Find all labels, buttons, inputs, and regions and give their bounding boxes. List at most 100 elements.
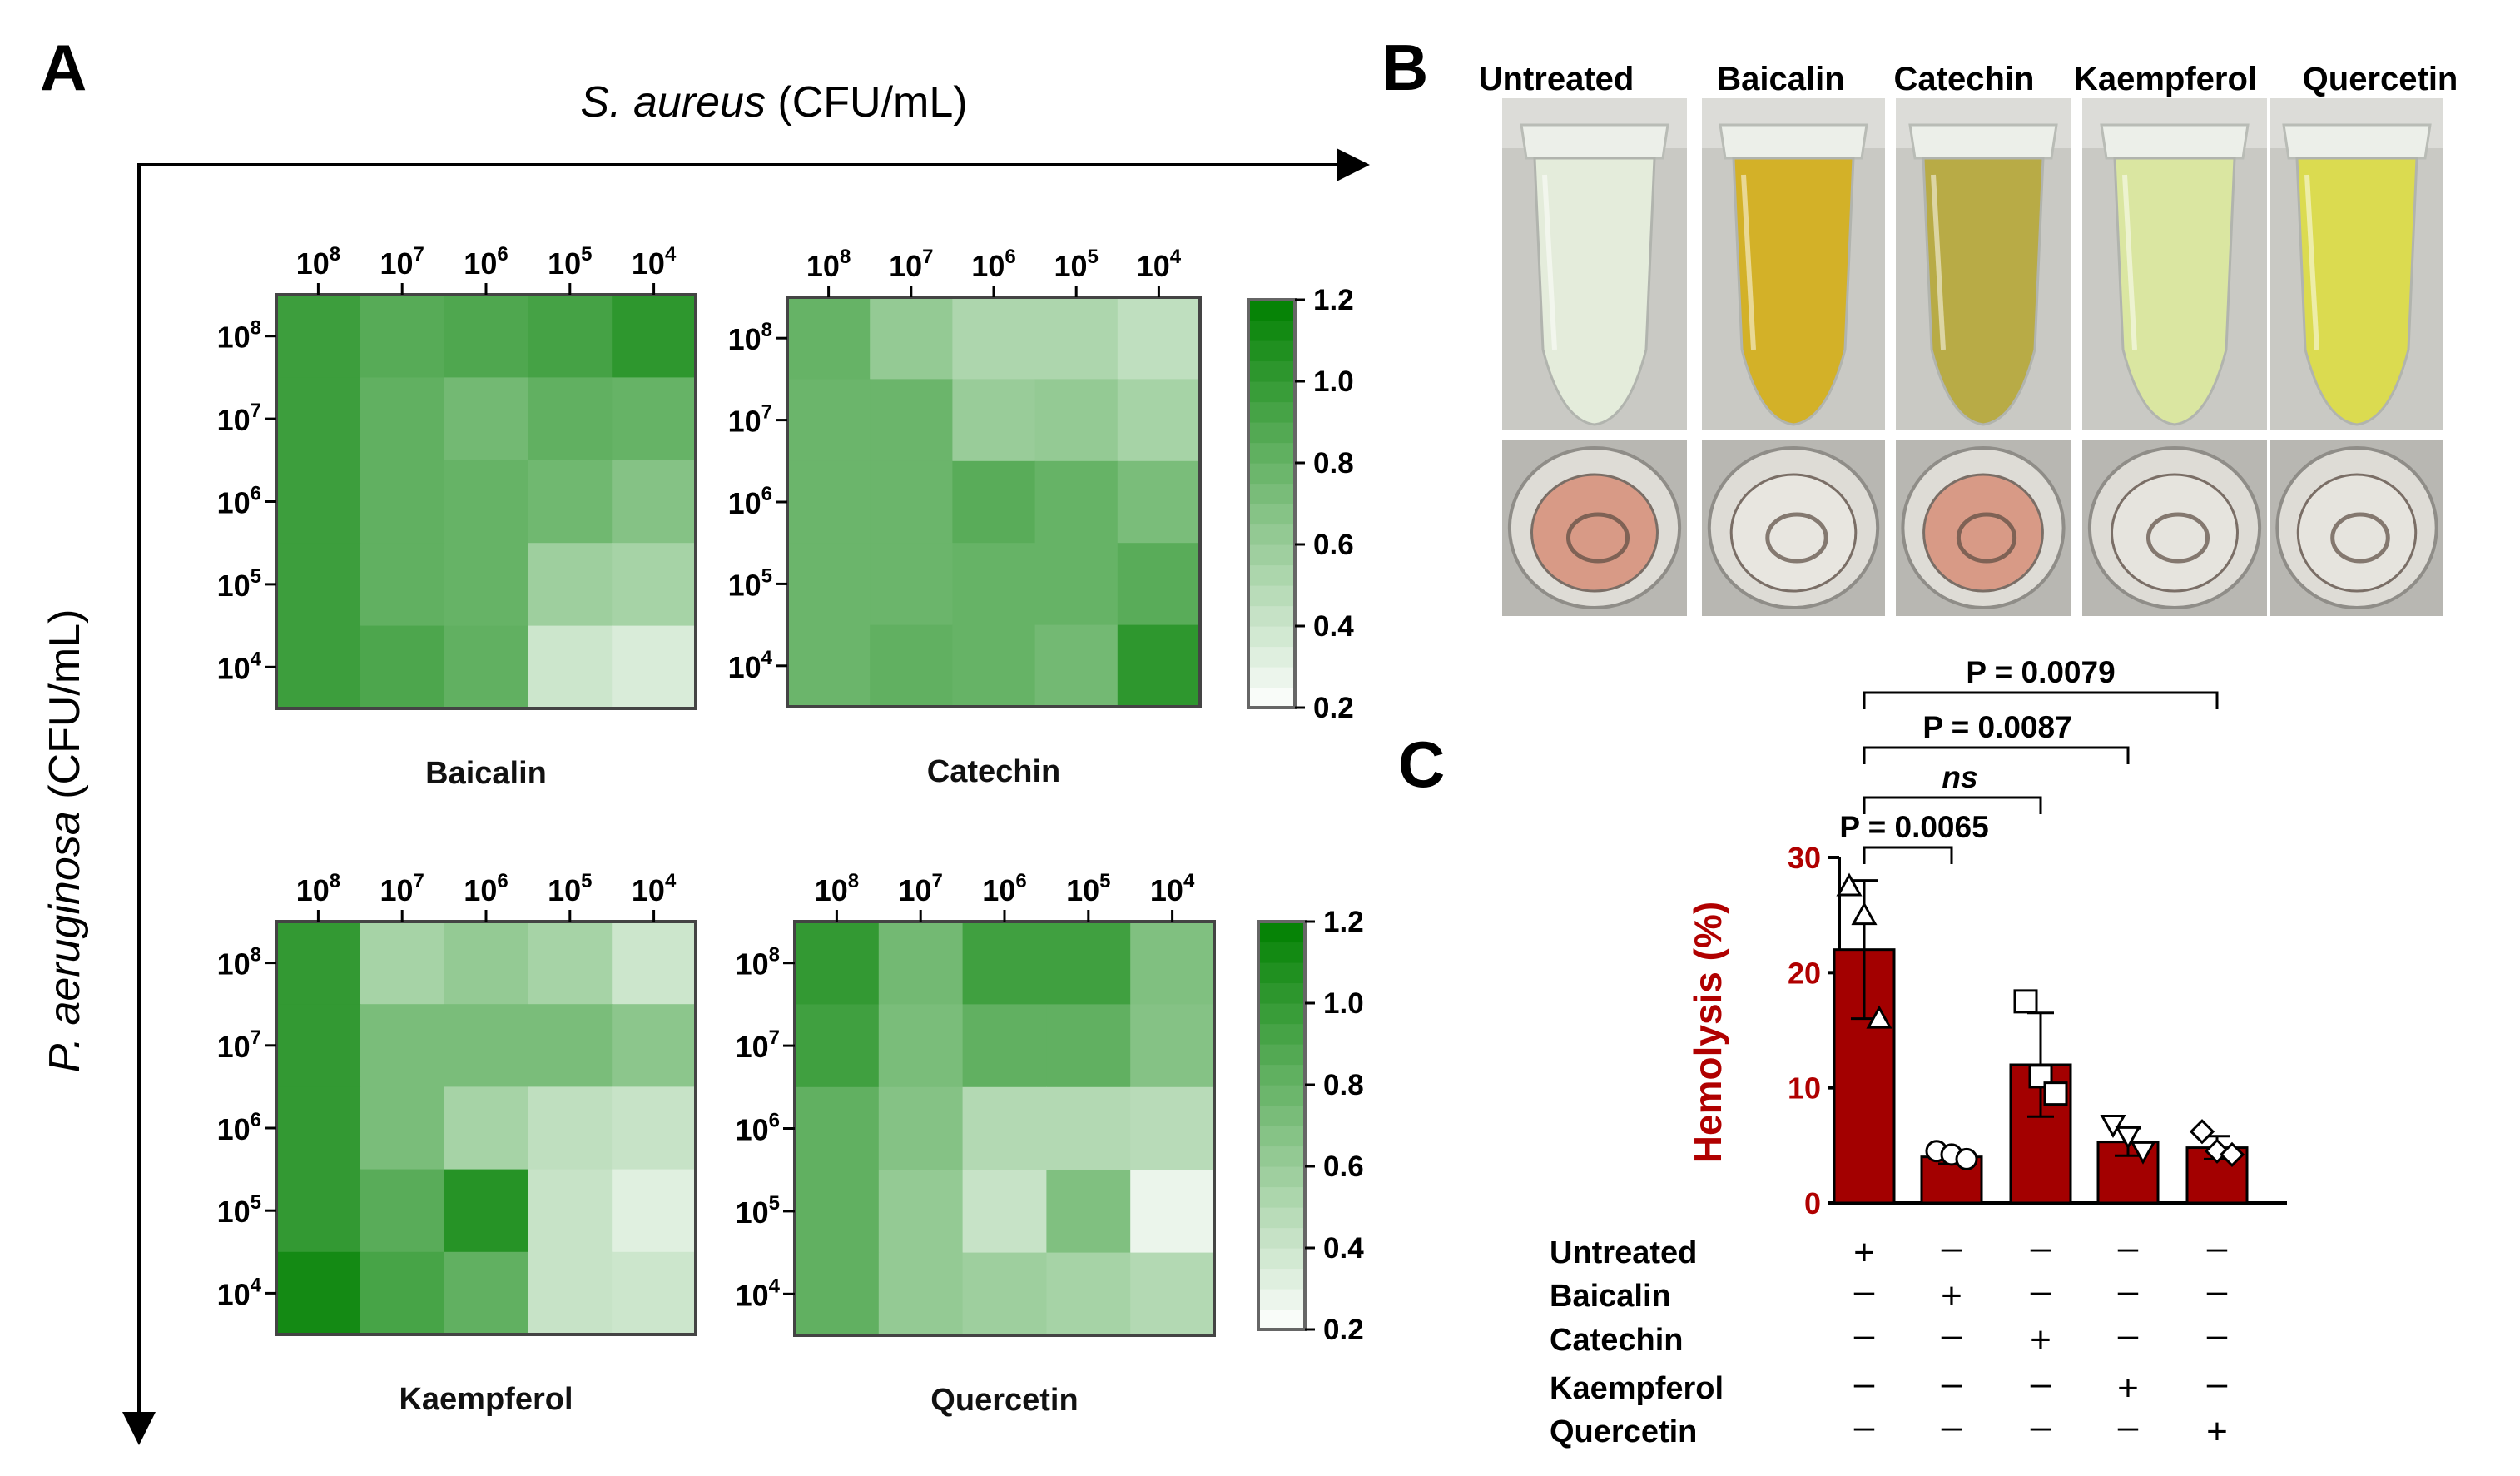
y-tick-label: 106 [728,483,772,520]
heatmap-cell [962,1252,1047,1336]
heatmap-cell [795,1170,880,1254]
heatmap-cell [1117,379,1201,462]
heatmap-cell [787,297,871,380]
heatmap-cell [1046,922,1131,1005]
data-point [2219,1141,2245,1168]
colorbar-step [1248,300,1295,321]
y-tick-label: 106 [217,1109,261,1146]
x-axis-title: S. aureus (CFU/mL) [580,78,967,127]
colorbar-step [1258,1268,1305,1290]
tube-cap [2100,123,2250,160]
colorbar-step [1258,982,1305,1004]
minus-sign: – [2118,1406,2139,1447]
x-tick-label: 108 [296,243,340,281]
heatmap-cell [444,460,528,544]
heatmap-cell [612,922,697,1005]
treatment-table: Untreated + – – – –Baicalin – + – – –Catechin – – + – –… [1550,1227,2228,1452]
y-axis-title-unit: (CFU/mL) [41,609,89,812]
x-tick-label: 107 [889,246,933,283]
colorbar-frame [1247,298,1297,709]
tube-liquid [1533,157,1656,426]
heatmap-cell [360,1086,445,1170]
heatmap-cell [1034,460,1119,544]
heatmap-cell [444,1086,528,1170]
minus-sign: – [1942,1227,1962,1268]
colorbar-step [1258,1146,1305,1167]
minus-sign: – [1854,1406,1875,1447]
tube-glare [2304,174,2319,350]
comparison-label: P = 0.0087 [1922,710,2071,744]
heatmap-cell [1034,543,1119,626]
data-point [2189,1119,2215,1145]
data-point [2043,1081,2068,1106]
data-point [2013,989,2038,1014]
colorbar-step [1248,646,1295,668]
tube-cap [1520,123,1669,160]
colorbar-step [1258,1126,1305,1147]
colorbar-step [1258,1105,1305,1126]
heatmap-cell [444,1004,528,1087]
heatmap-cell [360,625,445,709]
data-point [2115,1126,2141,1150]
heatmap-cell [1117,543,1201,626]
well-liquid [2296,473,2418,593]
colorbar-step [1248,463,1295,485]
colorbar-tick-label: 0.8 [1313,447,1354,480]
heatmap-cell [787,624,871,708]
colorbar-tick-label: 0.4 [1323,1232,1364,1265]
heatmap-cell [528,295,613,378]
heatmap-cell [952,624,1036,708]
colorbar-step [1258,1248,1305,1270]
colorbar-step [1248,320,1295,341]
x-tick-label: 107 [379,243,424,281]
minus-sign: – [2207,1314,2228,1355]
heatmap-cell [276,543,361,627]
minus-sign: – [2031,1227,2051,1268]
x-tick-label: 107 [898,870,942,907]
minus-sign: – [1854,1363,1875,1404]
x-tick-label: 104 [1137,246,1182,283]
heatmap-cell [1046,1004,1131,1088]
heatmap-quercetin: 108 108 107 107 106 106 105 105 104 104 Quercetin [736,870,1216,1418]
colorbar-tick-label: 0.4 [1313,610,1354,643]
heatmap-cell [276,625,361,709]
data-point [2100,1115,2126,1139]
minus-sign: – [2207,1270,2228,1311]
y-tick-label: 104 [736,1275,781,1312]
heatmap-cell [962,1004,1047,1088]
colorbar-step [1248,504,1295,525]
y-tick-label: 108 [217,317,261,355]
heatmap-cell [795,1252,880,1336]
x-tick-label: 105 [1054,246,1098,283]
comparison-bracket [1863,846,1953,864]
heatmap-cell [612,1086,697,1170]
plus-sign: + [2030,1319,2051,1360]
heatmap-title: Kaempferol [399,1382,573,1417]
colorbar-top: 1.2 1.0 0.8 0.6 0.4 0.2 [1247,284,1354,724]
heatmap-cell [1046,1086,1131,1170]
heatmap-cell [360,543,445,627]
heatmap-baicalin: 108 108 107 107 106 106 105 105 104 104 Baicalin [217,243,697,791]
comparison-label: P = 0.0079 [1966,655,2115,689]
comparison-label: P = 0.0065 [1839,810,1988,844]
colorbar-tick-label: 0.8 [1323,1069,1364,1101]
tube-cap [1719,123,1868,160]
heatmap-cell [952,543,1036,626]
data-point [1955,1147,1978,1170]
heatmap-cell [276,922,361,1005]
colorbar-step [1248,401,1295,423]
colorbar-step [1258,1023,1305,1045]
heatmap-cell [276,295,361,378]
heatmap-cell [612,543,697,627]
y-tick-label: 108 [736,944,780,982]
heatmap-cell [612,295,697,378]
x-axis-title-unit: (CFU/mL) [766,78,968,127]
x-tick-label: 108 [806,246,851,283]
heatmap-cell [528,377,613,461]
x-tick-label: 104 [632,870,677,907]
heatmap-cell [360,377,445,461]
tube-glare [1542,174,1557,350]
colorbar-step [1258,1227,1305,1249]
heatmap-cell [1046,1252,1131,1336]
